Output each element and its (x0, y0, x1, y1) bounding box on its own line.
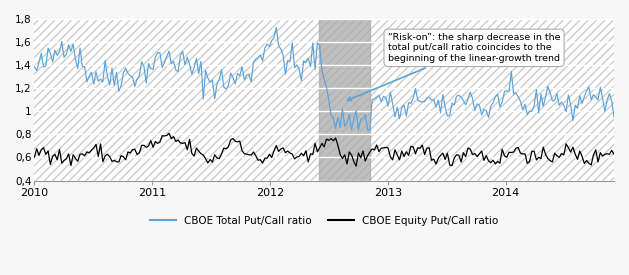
Legend: CBOE Total Put/Call ratio, CBOE Equity Put/Call ratio: CBOE Total Put/Call ratio, CBOE Equity P… (146, 212, 503, 230)
Text: “Risk-on”: the sharp decrease in the
total put/call ratio coincides to the
begin: “Risk-on”: the sharp decrease in the tot… (347, 33, 560, 101)
Bar (320, 19, 370, 181)
